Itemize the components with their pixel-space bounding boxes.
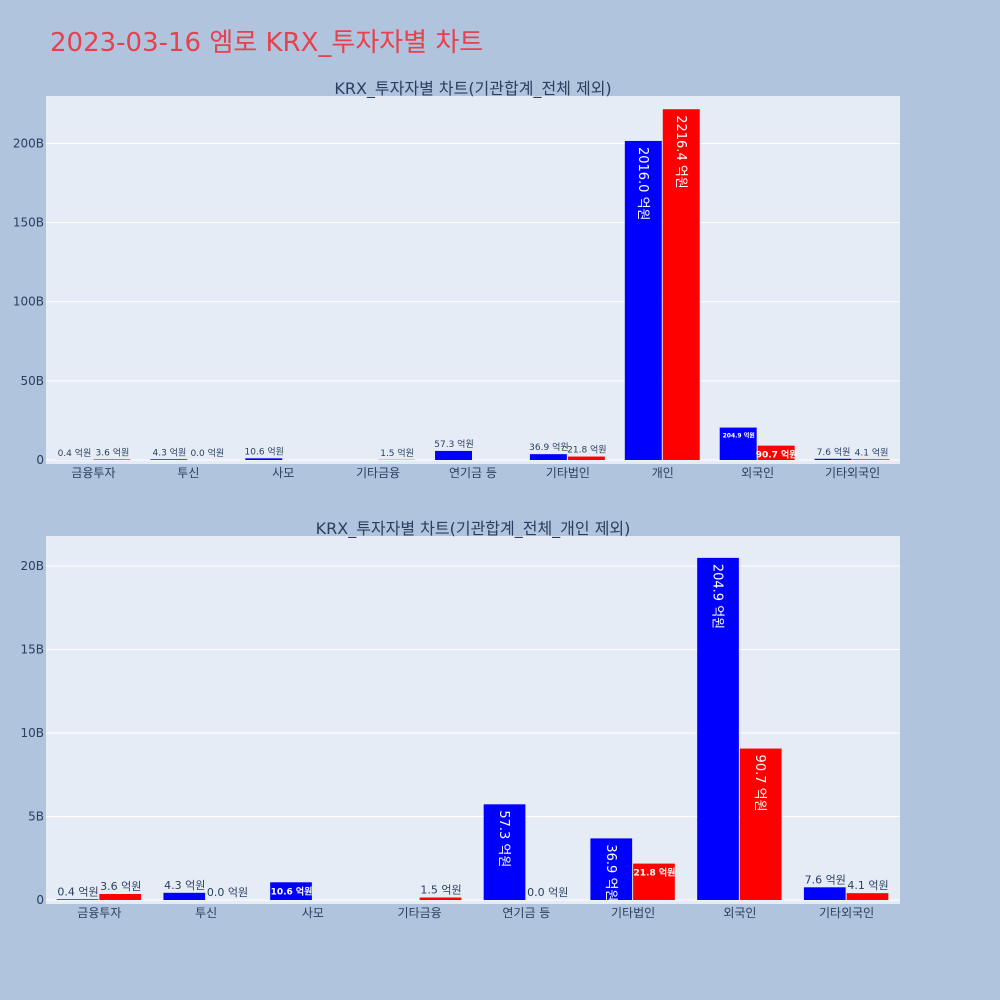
x-tick-label: 기타법인: [611, 906, 655, 920]
x-tick-label: 연기금 등: [449, 466, 497, 480]
bar-기타법인-2: [567, 456, 605, 460]
y-tick-label: 20B: [20, 559, 44, 573]
x-tick-label: 기타금융: [356, 466, 400, 480]
bar-data-label: 2016.0 억원: [635, 147, 650, 221]
x-tick-label: 투신: [195, 906, 217, 920]
bar-data-label: 0.0 억원: [207, 886, 248, 899]
y-tick-label: 0: [36, 453, 44, 467]
chart-title-1: KRX_투자자별 차트(기관합계_전체 제외): [334, 79, 611, 99]
x-tick-label: 금융투자: [71, 466, 115, 480]
bar-연기금 등-1: [483, 804, 526, 900]
bar-기타금융-2: [419, 897, 462, 900]
bar-기타외국인-1: [803, 887, 846, 900]
bar-data-label: 204.9 억원: [710, 564, 725, 629]
bar-기타외국인-1: [814, 458, 852, 460]
bar-data-label: 0.0 억원: [190, 447, 224, 459]
bar-사모-1: [245, 458, 283, 460]
bar-data-label: 36.9 억원: [529, 441, 568, 453]
bar-기타법인-1: [529, 454, 567, 460]
x-tick-label: 기타외국인: [825, 466, 880, 480]
bar-data-label: 57.3 억원: [496, 810, 511, 867]
bar-기타외국인-2: [846, 893, 889, 900]
x-tick-label: 기타법인: [546, 466, 590, 480]
bar-data-label: 36.9 억원: [603, 844, 618, 901]
chart-title-2: KRX_투자자별 차트(기관합계_전체_개인 제외): [316, 519, 631, 539]
bar-data-label: 21.8 억원: [634, 867, 676, 879]
x-tick-label: 개인: [652, 466, 674, 480]
bar-외국인-2: [739, 748, 782, 900]
bar-data-label: 3.6 억원: [96, 446, 130, 458]
bar-data-label: 0.0 억원: [527, 886, 568, 899]
bar-data-label: 10.6 억원: [245, 445, 284, 457]
y-tick-label: 200B: [13, 136, 44, 150]
x-tick-label: 금융투자: [77, 906, 121, 920]
y-tick-label: 150B: [13, 216, 44, 230]
x-tick-label: 연기금 등: [502, 906, 550, 920]
bar-data-label: 1.5 억원: [420, 883, 461, 896]
y-tick-label: 0: [36, 893, 44, 907]
bar-금융투자-1: [56, 899, 99, 900]
bar-기타외국인-2: [852, 459, 890, 460]
bar-기타법인-2: [633, 863, 675, 900]
y-tick-label: 100B: [13, 295, 44, 309]
bar-개인-2: [662, 109, 700, 461]
bar-data-label: 21.8 억원: [567, 444, 606, 456]
bar-data-label: 4.3 억원: [152, 446, 186, 458]
bar-금융투자-2: [93, 459, 131, 460]
bar-data-label: 10.6 억원: [271, 885, 313, 897]
y-tick-label: 50B: [20, 374, 44, 388]
page-title: 2023-03-16 엠로 KRX_투자자별 차트: [50, 28, 484, 58]
bar-data-label: 0.4 억원: [57, 885, 98, 898]
y-tick-label: 10B: [20, 726, 44, 740]
y-tick-label: 15B: [20, 643, 44, 657]
bar-data-label: 2216.4 억원: [673, 115, 688, 189]
bar-기타법인-1: [590, 838, 633, 900]
bar-data-label: 7.6 억원: [805, 873, 846, 886]
x-tick-label: 기타외국인: [819, 906, 874, 920]
bar-data-label: 204.9 억원: [723, 432, 755, 440]
bar-data-label: 4.1 억원: [847, 879, 888, 892]
bar-연기금 등-1: [435, 450, 472, 460]
x-tick-label: 사모: [302, 906, 324, 920]
x-tick-label: 외국인: [723, 906, 756, 920]
y-tick-label: 5B: [28, 810, 44, 824]
bar-data-label: 90.7 억원: [752, 755, 767, 812]
bar-data-label: 57.3 억원: [434, 438, 473, 450]
x-tick-label: 사모: [272, 466, 294, 480]
bar-투신-1: [163, 892, 206, 900]
bar-data-label: 1.5 억원: [380, 447, 414, 459]
bar-개인-1: [624, 140, 662, 460]
x-tick-label: 외국인: [741, 466, 774, 480]
bar-data-label: 7.6 억원: [817, 446, 851, 458]
bar-외국인-2: [757, 445, 795, 460]
bar-data-label: 0.4 억원: [58, 447, 92, 459]
bar-data-label: 4.1 억원: [855, 446, 889, 458]
bar-금융투자-2: [99, 893, 142, 900]
plot-area-1: [46, 96, 900, 464]
bar-data-label: 3.6 억원: [100, 880, 141, 893]
bar-사모-1: [270, 882, 312, 900]
bar-투신-1: [150, 459, 188, 460]
bar-외국인-1: [697, 557, 739, 900]
bar-외국인-1: [719, 427, 757, 460]
x-tick-label: 투신: [177, 466, 199, 480]
bar-data-label: 90.7 억원: [756, 449, 798, 461]
bar-data-label: 4.3 억원: [164, 879, 205, 892]
x-tick-label: 기타금융: [398, 906, 442, 920]
